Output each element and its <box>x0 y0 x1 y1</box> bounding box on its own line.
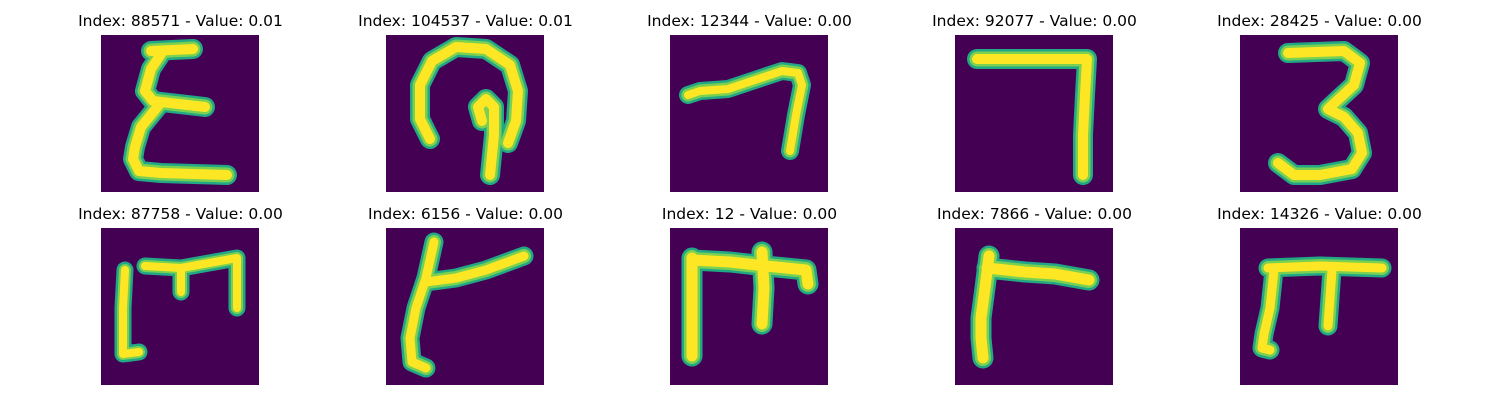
panel-title: Index: 12344 - Value: 0.00 <box>647 12 852 30</box>
panel-1: Index: 88571 - Value: 0.01 <box>38 0 323 192</box>
panel-10: Index: 14326 - Value: 0.00 <box>1177 193 1462 385</box>
character-image <box>386 228 544 385</box>
panel-3: Index: 12344 - Value: 0.00 <box>607 0 892 192</box>
panel-title: Index: 14326 - Value: 0.00 <box>1217 205 1422 223</box>
glyph-sigma <box>101 35 259 192</box>
character-image <box>670 228 828 385</box>
character-image <box>955 35 1113 192</box>
character-image <box>101 35 259 192</box>
panel-title: Index: 28425 - Value: 0.00 <box>1217 12 1422 30</box>
panel-title: Index: 6156 - Value: 0.00 <box>368 205 563 223</box>
panel-title: Index: 12 - Value: 0.00 <box>661 205 838 223</box>
panel-4: Index: 92077 - Value: 0.00 <box>892 0 1177 192</box>
panel-title: Index: 88571 - Value: 0.01 <box>78 12 283 30</box>
character-image <box>1240 228 1398 385</box>
panel-2: Index: 104537 - Value: 0.01 <box>323 0 608 192</box>
character-image <box>955 228 1113 385</box>
panel-8: Index: 12 - Value: 0.00 <box>607 193 892 385</box>
glyph-y-branch <box>386 228 544 385</box>
panel-title: Index: 87758 - Value: 0.00 <box>78 205 283 223</box>
panel-title: Index: 7866 - Value: 0.00 <box>937 205 1132 223</box>
panel-6: Index: 87758 - Value: 0.00 <box>38 193 323 385</box>
character-image <box>101 228 259 385</box>
character-image <box>670 35 828 192</box>
panel-title: Index: 104537 - Value: 0.01 <box>358 12 573 30</box>
glyph-pi <box>1240 228 1398 385</box>
panel-7: Index: 6156 - Value: 0.00 <box>323 193 608 385</box>
glyph-pi-flag <box>670 228 828 385</box>
glyph-loop <box>386 35 544 192</box>
glyph-seven <box>955 35 1113 192</box>
glyph-m-bracket <box>101 228 259 385</box>
glyph-gamma <box>955 228 1113 385</box>
panel-title: Index: 92077 - Value: 0.00 <box>932 12 1137 30</box>
character-image <box>1240 35 1398 192</box>
character-image <box>386 35 544 192</box>
glyph-three <box>1240 35 1398 192</box>
glyph-hook <box>670 35 828 192</box>
panel-9: Index: 7866 - Value: 0.00 <box>892 193 1177 385</box>
panel-5: Index: 28425 - Value: 0.00 <box>1177 0 1462 192</box>
